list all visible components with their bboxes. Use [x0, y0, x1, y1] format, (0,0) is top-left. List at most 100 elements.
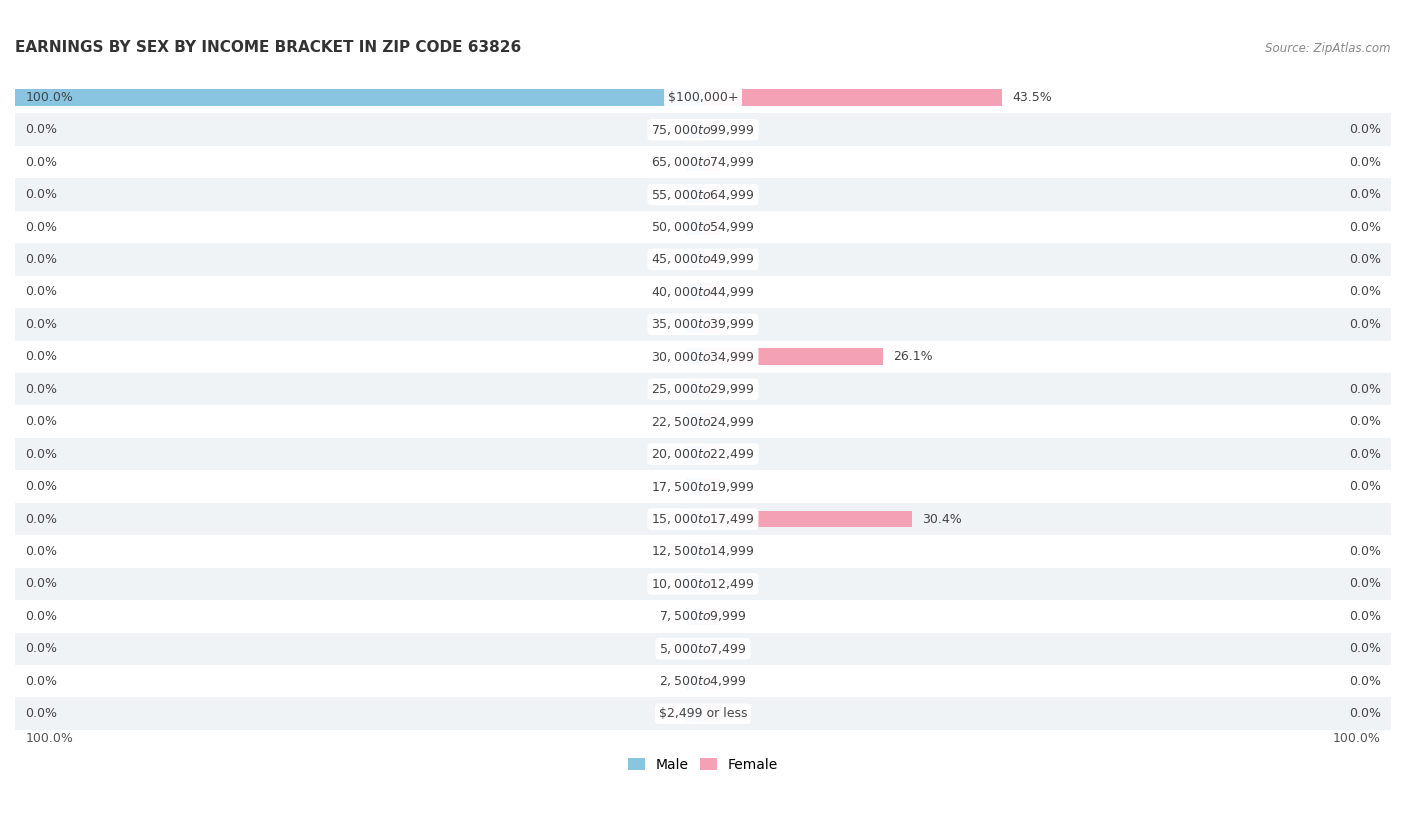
Bar [15, 146, 1391, 178]
Bar [15, 600, 1391, 633]
Bar [15, 698, 1391, 730]
Text: Source: ZipAtlas.com: Source: ZipAtlas.com [1265, 42, 1391, 55]
Bar [686, 284, 703, 300]
Text: 0.0%: 0.0% [25, 577, 58, 590]
Bar [703, 511, 912, 528]
Bar [15, 373, 1391, 406]
Bar [686, 380, 703, 398]
Bar [15, 89, 703, 106]
Bar [686, 219, 703, 236]
Text: 0.0%: 0.0% [25, 415, 58, 428]
Bar [686, 121, 703, 138]
Text: 0.0%: 0.0% [25, 512, 58, 525]
Bar [703, 446, 720, 463]
Text: $2,499 or less: $2,499 or less [659, 707, 747, 720]
Text: 0.0%: 0.0% [1348, 220, 1381, 233]
Text: $40,000 to $44,999: $40,000 to $44,999 [651, 285, 755, 299]
Bar [703, 478, 720, 495]
Bar [686, 673, 703, 689]
Text: 0.0%: 0.0% [1348, 383, 1381, 396]
Bar [686, 251, 703, 268]
Bar [686, 608, 703, 624]
Text: 100.0%: 100.0% [1333, 732, 1381, 745]
Text: 0.0%: 0.0% [1348, 577, 1381, 590]
Bar [703, 219, 720, 236]
Text: 0.0%: 0.0% [25, 188, 58, 201]
Bar [703, 543, 720, 560]
Text: 0.0%: 0.0% [1348, 545, 1381, 558]
Bar [703, 705, 720, 722]
Text: $15,000 to $17,499: $15,000 to $17,499 [651, 512, 755, 526]
Text: $20,000 to $22,499: $20,000 to $22,499 [651, 447, 755, 461]
Bar [703, 89, 1002, 106]
Text: 0.0%: 0.0% [25, 480, 58, 493]
Text: 0.0%: 0.0% [25, 610, 58, 623]
Bar [686, 705, 703, 722]
Text: 0.0%: 0.0% [25, 253, 58, 266]
Bar [703, 608, 720, 624]
Text: $35,000 to $39,999: $35,000 to $39,999 [651, 317, 755, 332]
Text: $45,000 to $49,999: $45,000 to $49,999 [651, 253, 755, 267]
Text: 0.0%: 0.0% [1348, 285, 1381, 298]
Legend: Male, Female: Male, Female [623, 753, 783, 777]
Text: 0.0%: 0.0% [1348, 318, 1381, 331]
Text: 0.0%: 0.0% [25, 707, 58, 720]
Bar [15, 81, 1391, 114]
Text: 0.0%: 0.0% [1348, 188, 1381, 201]
Bar [15, 114, 1391, 146]
Bar [703, 121, 720, 138]
Text: $50,000 to $54,999: $50,000 to $54,999 [651, 220, 755, 234]
Text: 0.0%: 0.0% [1348, 124, 1381, 137]
Text: 0.0%: 0.0% [25, 675, 58, 688]
Text: 0.0%: 0.0% [25, 545, 58, 558]
Bar [686, 154, 703, 171]
Text: 0.0%: 0.0% [1348, 155, 1381, 168]
Text: $5,000 to $7,499: $5,000 to $7,499 [659, 641, 747, 656]
Text: EARNINGS BY SEX BY INCOME BRACKET IN ZIP CODE 63826: EARNINGS BY SEX BY INCOME BRACKET IN ZIP… [15, 40, 522, 55]
Text: 0.0%: 0.0% [25, 642, 58, 655]
Bar [15, 665, 1391, 698]
Text: 0.0%: 0.0% [25, 124, 58, 137]
Text: 0.0%: 0.0% [25, 448, 58, 461]
Bar [686, 348, 703, 365]
Text: 0.0%: 0.0% [25, 285, 58, 298]
Bar [15, 406, 1391, 438]
Text: 0.0%: 0.0% [1348, 253, 1381, 266]
Bar [686, 543, 703, 560]
Bar [686, 576, 703, 593]
Bar [15, 308, 1391, 341]
Text: $100,000+: $100,000+ [668, 91, 738, 104]
Text: $65,000 to $74,999: $65,000 to $74,999 [651, 155, 755, 169]
Bar [703, 380, 720, 398]
Bar [15, 211, 1391, 243]
Bar [15, 178, 1391, 211]
Bar [703, 251, 720, 268]
Bar [703, 348, 883, 365]
Bar [686, 186, 703, 203]
Text: 0.0%: 0.0% [1348, 448, 1381, 461]
Text: 100.0%: 100.0% [25, 91, 73, 104]
Text: 0.0%: 0.0% [1348, 415, 1381, 428]
Bar [703, 316, 720, 333]
Text: 0.0%: 0.0% [1348, 642, 1381, 655]
Text: $75,000 to $99,999: $75,000 to $99,999 [651, 123, 755, 137]
Text: 0.0%: 0.0% [1348, 480, 1381, 493]
Bar [686, 478, 703, 495]
Text: 0.0%: 0.0% [25, 383, 58, 396]
Bar [703, 576, 720, 593]
Text: $22,500 to $24,999: $22,500 to $24,999 [651, 415, 755, 428]
Text: 0.0%: 0.0% [1348, 675, 1381, 688]
Bar [15, 535, 1391, 567]
Text: $7,500 to $9,999: $7,500 to $9,999 [659, 610, 747, 624]
Text: 43.5%: 43.5% [1012, 91, 1052, 104]
Bar [703, 284, 720, 300]
Text: 0.0%: 0.0% [1348, 610, 1381, 623]
Bar [686, 413, 703, 430]
Bar [15, 567, 1391, 600]
Text: 100.0%: 100.0% [25, 732, 73, 745]
Bar [15, 243, 1391, 276]
Text: 30.4%: 30.4% [922, 512, 962, 525]
Text: 0.0%: 0.0% [1348, 707, 1381, 720]
Text: $25,000 to $29,999: $25,000 to $29,999 [651, 382, 755, 396]
Bar [703, 186, 720, 203]
